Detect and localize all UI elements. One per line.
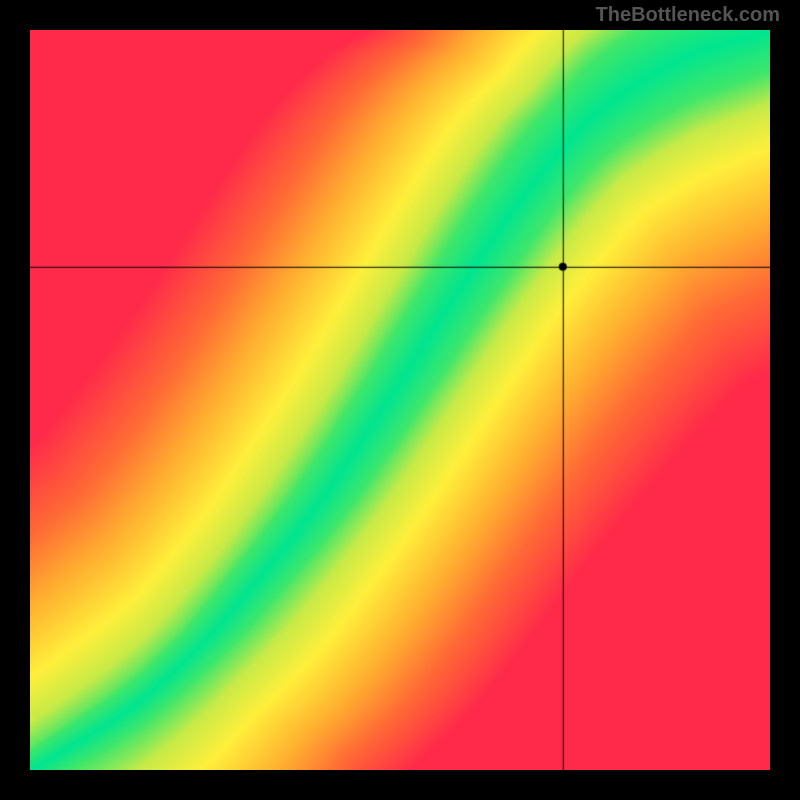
watermark-text: TheBottleneck.com bbox=[596, 4, 780, 27]
heatmap-canvas bbox=[30, 30, 770, 770]
bottleneck-heatmap bbox=[30, 30, 770, 770]
